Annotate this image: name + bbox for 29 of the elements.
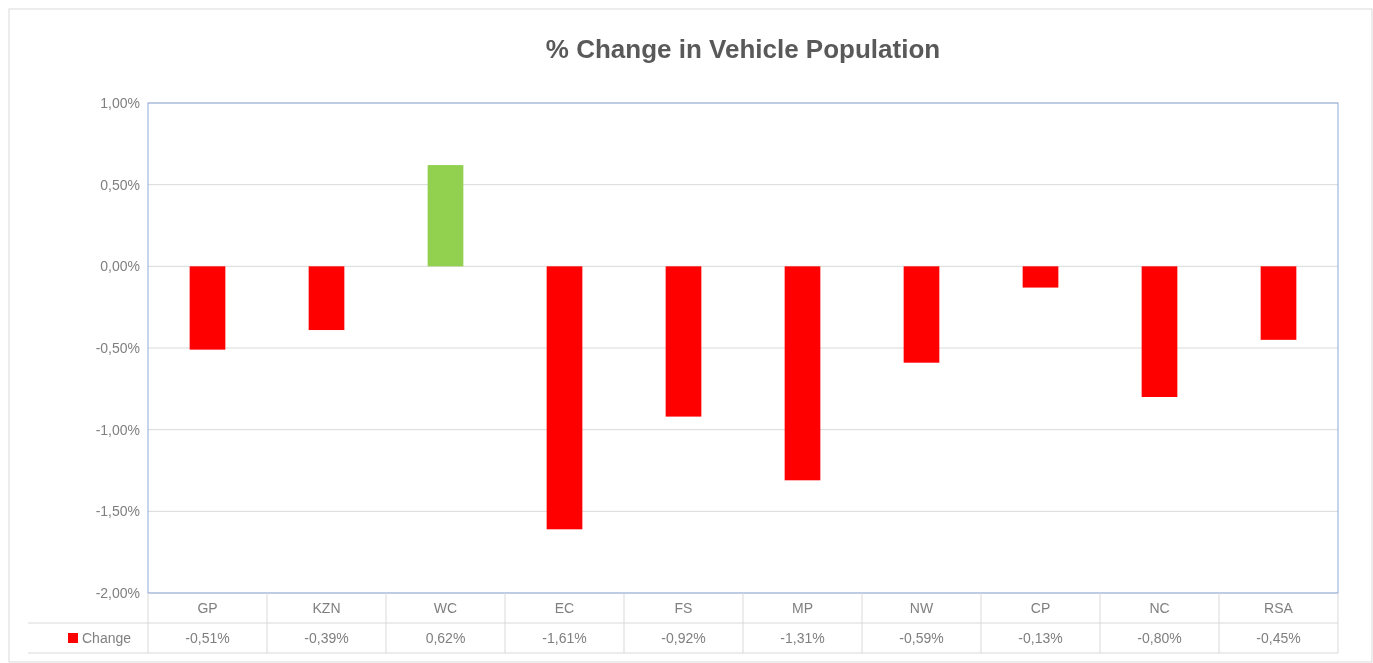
- x-tick-label: NC: [1149, 599, 1170, 616]
- data-label: -0,59%: [899, 629, 944, 646]
- y-tick-label: 0,00%: [100, 258, 140, 275]
- x-tick-label: EC: [554, 599, 575, 616]
- x-tick-label: MP: [792, 599, 813, 616]
- chart-title: % Change in Vehicle Population: [545, 34, 941, 64]
- legend-label: Change: [82, 629, 132, 646]
- y-tick-label: -0,50%: [95, 339, 140, 356]
- data-label: -0,39%: [304, 629, 349, 646]
- data-label: 0,62%: [425, 629, 466, 646]
- y-tick-label: -1,00%: [95, 421, 140, 438]
- x-tick-label: FS: [674, 599, 693, 616]
- y-tick-label: -2,00%: [95, 584, 140, 601]
- data-label: -1,61%: [542, 629, 587, 646]
- data-label: -0,13%: [1018, 629, 1063, 646]
- data-label: -0,92%: [661, 629, 706, 646]
- data-label: -0,51%: [185, 629, 230, 646]
- y-tick-label: 1,00%: [100, 94, 140, 111]
- x-tick-label: KZN: [312, 599, 341, 616]
- x-tick-label: CP: [1030, 599, 1051, 616]
- x-tick-label: RSA: [1264, 599, 1294, 616]
- y-tick-label: -1,50%: [95, 503, 140, 520]
- x-tick-label: GP: [197, 599, 218, 616]
- x-tick-label: NW: [909, 599, 934, 616]
- data-label: -0,80%: [1137, 629, 1182, 646]
- x-tick-label: WC: [433, 599, 458, 616]
- y-tick-label: 0,50%: [100, 176, 140, 193]
- data-label: -1,31%: [780, 629, 825, 646]
- data-label: -0,45%: [1256, 629, 1301, 646]
